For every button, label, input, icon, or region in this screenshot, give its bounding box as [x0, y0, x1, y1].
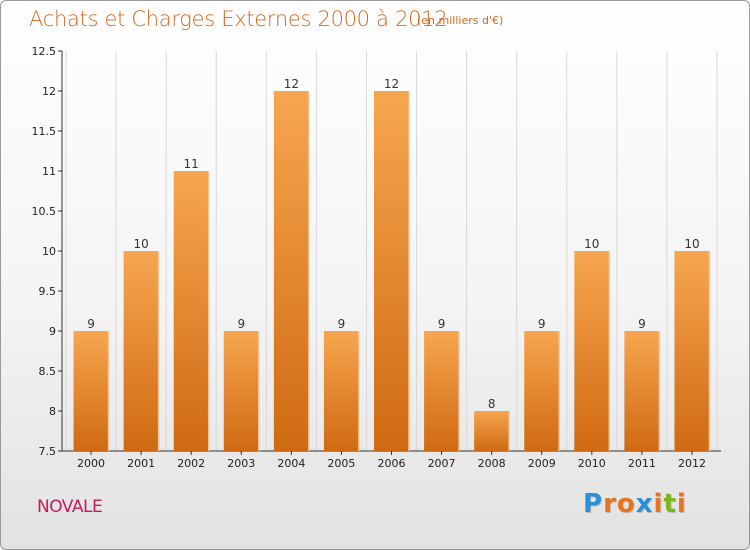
y-tick-label: 8: [49, 405, 56, 418]
logo-letter: x: [635, 489, 654, 519]
x-tick-labels: 2000 2001 2002 2003 2004 2005 2006 2007 2008 2009…: [77, 457, 706, 470]
bar-value-label: 9: [87, 317, 95, 331]
logo-letter: i: [653, 489, 664, 519]
x-tick-label: 2007: [428, 457, 456, 470]
bar-value-label: 12: [284, 77, 299, 91]
logo-letter: P: [583, 489, 604, 519]
bar: [73, 331, 109, 451]
bar-value-label: 10: [584, 237, 599, 251]
logo-letter: t: [663, 489, 677, 519]
grid-lines: [65, 51, 718, 451]
bar: [624, 331, 660, 451]
y-tick-label: 10: [42, 245, 56, 258]
bar: [173, 171, 209, 451]
bar: [323, 331, 359, 451]
y-tick-label: 8.5: [39, 365, 57, 378]
bar-value-label: 9: [638, 317, 646, 331]
y-tick-label: 9.5: [39, 285, 57, 298]
x-tick-label: 2009: [528, 457, 556, 470]
chart-subtitle: (en milliers d'€): [417, 14, 504, 27]
x-tick-label: 2012: [678, 457, 706, 470]
bar-value-label: 8: [488, 397, 496, 411]
chart-title: Achats et Charges Externes 2000 à 2012: [29, 7, 448, 31]
bar: [123, 251, 159, 451]
proxiti-logo: Proxiti: [583, 489, 687, 519]
bar-value-label: 9: [237, 317, 245, 331]
bar-value-label: 10: [133, 237, 148, 251]
y-tick-label: 9: [49, 325, 56, 338]
x-tick-label: 2001: [127, 457, 155, 470]
bar: [524, 331, 560, 451]
x-tick-label: 2011: [628, 457, 656, 470]
y-tick-labels: 12.5 12 11.5 11 10.5 10 9.5 9 8.5 8 7.5: [32, 45, 57, 458]
y-tick-label: 11.5: [32, 125, 57, 138]
y-tick-label: 11: [42, 165, 56, 178]
y-tick-label: 7.5: [39, 445, 57, 458]
bar: [374, 91, 409, 451]
x-tick-label: 2010: [578, 457, 606, 470]
logo-letter: o: [616, 489, 636, 519]
x-tick-label: 2002: [177, 457, 205, 470]
bar-value-label: 9: [338, 317, 346, 331]
y-tick-label: 12: [42, 85, 56, 98]
logo-letter: r: [603, 489, 617, 519]
bar: [273, 91, 309, 451]
bar-value-label: 11: [184, 157, 199, 171]
data-labels: 9 10 11 9 12 9 12 9 8 9 10 9 10: [87, 77, 699, 411]
x-tick-label: 2006: [378, 457, 406, 470]
logo-letter: i: [676, 489, 687, 519]
bar: [674, 251, 710, 451]
bar-value-label: 9: [438, 317, 446, 331]
x-tick-label: 2005: [327, 457, 355, 470]
bar: [223, 331, 259, 451]
bar: [424, 331, 460, 451]
y-tick-label: 12.5: [32, 45, 57, 58]
bar: [574, 251, 610, 451]
commune-name: NOVALE: [37, 497, 103, 517]
bars: [73, 91, 711, 451]
x-tick-label: 2000: [77, 457, 105, 470]
y-tick-label: 10.5: [32, 205, 57, 218]
bar-value-label: 9: [538, 317, 546, 331]
x-tick-label: 2004: [277, 457, 305, 470]
bar: [474, 411, 510, 451]
x-tick-label: 2008: [478, 457, 506, 470]
bar-value-label: 10: [684, 237, 699, 251]
bar-value-label: 12: [384, 77, 399, 91]
x-tick-label: 2003: [227, 457, 255, 470]
